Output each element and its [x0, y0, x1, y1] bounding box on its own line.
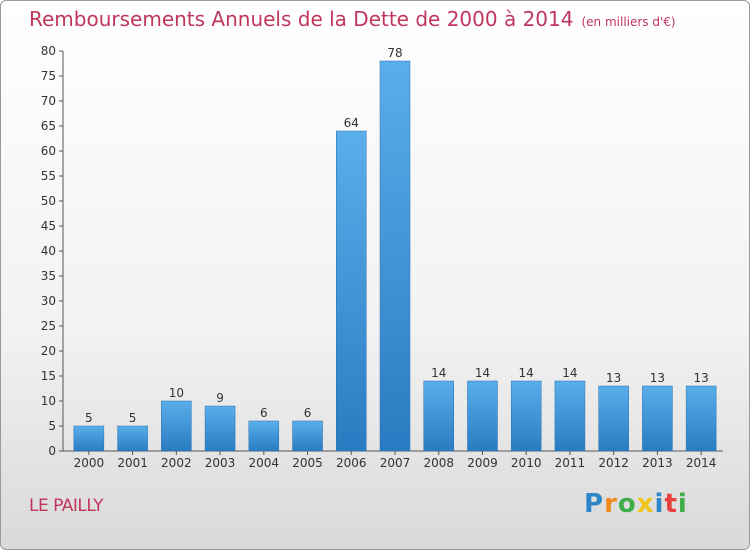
data-label-2007: 78	[387, 46, 402, 60]
x-tick-label-2003: 2003	[205, 456, 236, 470]
commune-name: LE PAILLY	[29, 496, 104, 516]
x-tick-label-2011: 2011	[555, 456, 586, 470]
data-label-2000: 5	[85, 411, 93, 425]
data-label-2009: 14	[475, 366, 490, 380]
logo-letter: P	[584, 489, 605, 519]
x-tick-label-2002: 2002	[161, 456, 192, 470]
x-tick-label-2000: 2000	[74, 456, 105, 470]
bar-2010	[510, 380, 542, 452]
bar-2004	[248, 420, 280, 452]
data-label-2013: 13	[650, 371, 665, 385]
y-tick-label: 45	[41, 219, 56, 233]
bar-2008	[423, 380, 454, 452]
x-tick-label-2009: 2009	[467, 456, 498, 470]
x-tick-label-2004: 2004	[249, 456, 280, 470]
y-tick-label: 20	[41, 344, 56, 358]
data-label-2010: 14	[519, 366, 534, 380]
data-label-2001: 5	[129, 411, 137, 425]
data-label-2012: 13	[606, 371, 621, 385]
logo-letter: i	[677, 489, 688, 519]
x-tick-label-2012: 2012	[598, 456, 629, 470]
y-tick-label: 30	[41, 294, 56, 308]
data-label-2003: 9	[216, 391, 224, 405]
y-tick-label: 40	[41, 244, 56, 258]
y-tick-label: 10	[41, 394, 56, 408]
y-tick-label: 60	[41, 144, 56, 158]
proxiti-logo: Proxiti	[584, 489, 688, 519]
y-tick-label: 25	[41, 319, 56, 333]
y-tick-label: 0	[48, 444, 56, 458]
logo-letter: x	[636, 489, 655, 519]
bar-2000	[73, 425, 105, 452]
chart-unit: (en milliers d'€)	[581, 15, 676, 29]
data-label-2002: 10	[169, 386, 184, 400]
x-tick-label-2006: 2006	[336, 456, 367, 470]
y-tick-label: 75	[41, 69, 56, 83]
data-label-2006: 64	[344, 116, 359, 130]
logo-letter: t	[664, 489, 678, 519]
bar-2001	[117, 425, 148, 452]
x-tick-label-2007: 2007	[380, 456, 411, 470]
bar-2003	[204, 405, 236, 452]
data-label-2005: 6	[304, 406, 312, 420]
bar-2014	[685, 385, 717, 452]
y-tick-label: 15	[41, 369, 56, 383]
y-tick-label: 70	[41, 94, 56, 108]
y-tick-label: 55	[41, 169, 56, 183]
data-label-2008: 14	[431, 366, 446, 380]
y-tick-label: 80	[41, 44, 56, 58]
bar-2012	[598, 385, 629, 452]
bar-2006	[336, 130, 367, 452]
data-label-2011: 14	[562, 366, 577, 380]
bar-2009	[467, 380, 498, 452]
logo-letter: o	[617, 489, 637, 519]
x-tick-label-2014: 2014	[686, 456, 717, 470]
bar-2005	[292, 420, 323, 452]
bar-2013	[642, 385, 673, 452]
bar-2002	[161, 400, 192, 452]
x-tick-label-2013: 2013	[642, 456, 673, 470]
x-tick-label-2005: 2005	[292, 456, 323, 470]
logo-letter: i	[654, 489, 665, 519]
bar-2011	[554, 380, 586, 452]
x-tick-label-2001: 2001	[117, 456, 148, 470]
data-label-2014: 13	[693, 371, 708, 385]
data-label-2004: 6	[260, 406, 268, 420]
y-tick-label: 35	[41, 269, 56, 283]
y-tick-label: 50	[41, 194, 56, 208]
chart-bars: 5 5 10 9 6 6 64 78 14 14 14 14 13 13 13	[73, 46, 717, 452]
y-tick-label: 65	[41, 119, 56, 133]
x-tick-label-2010: 2010	[511, 456, 542, 470]
logo-letter: r	[604, 489, 618, 519]
x-tick-label-2008: 2008	[423, 456, 454, 470]
chart-title: Remboursements Annuels de la Dette de 20…	[29, 7, 676, 31]
bar-2007	[379, 60, 411, 452]
chart-title-text: Remboursements Annuels de la Dette de 20…	[29, 7, 574, 31]
y-tick-label: 5	[48, 419, 56, 433]
